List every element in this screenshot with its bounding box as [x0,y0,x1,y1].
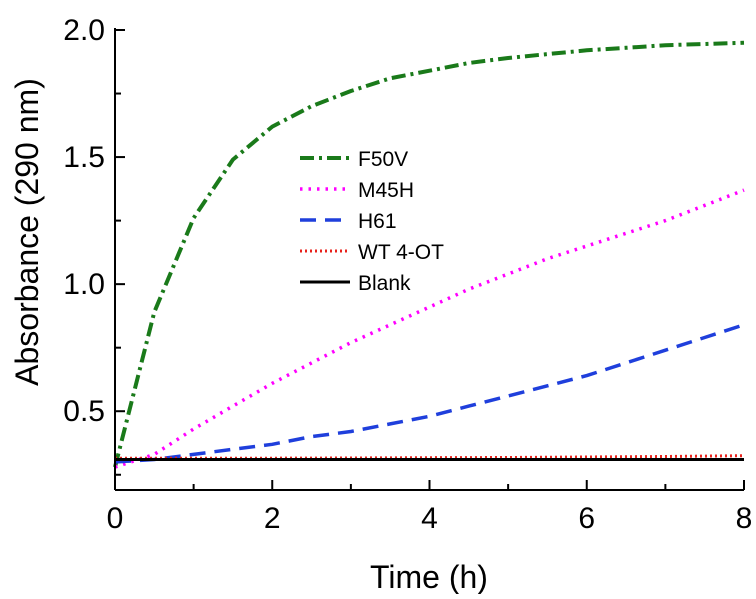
legend-label: M45H [358,179,414,202]
x-axis-title: Time (h) [370,559,488,594]
series-line-m45h [114,188,745,469]
tick-labels: 0 2 4 6 8 0.5 1.0 1.5 2.0 [63,14,752,535]
plot-area [113,40,745,469]
x-tick-label: 8 [736,502,753,535]
axes [114,28,745,491]
y-tick-label: 0.5 [63,395,105,428]
legend-label: H61 [358,210,397,233]
series-line-wt-4-ot [115,454,745,460]
legend-label: F50V [358,148,408,171]
legend-label: WT 4-OT [358,241,444,264]
legend-label: Blank [358,272,411,295]
series-line-f50v [113,40,745,468]
x-tick-label: 6 [578,502,595,535]
y-axis-title: Absorbance (290 nm) [9,78,45,386]
x-tick-label: 2 [264,502,281,535]
y-tick-label: 2.0 [63,14,105,47]
legend: F50V M45H H61 WT 4-OT Blank [300,148,444,295]
x-tick-label: 0 [107,502,124,535]
x-tick-label: 4 [421,502,438,535]
y-tick-label: 1.5 [63,141,105,174]
series-line-h61 [114,323,745,464]
y-tick-label: 1.0 [63,268,105,301]
